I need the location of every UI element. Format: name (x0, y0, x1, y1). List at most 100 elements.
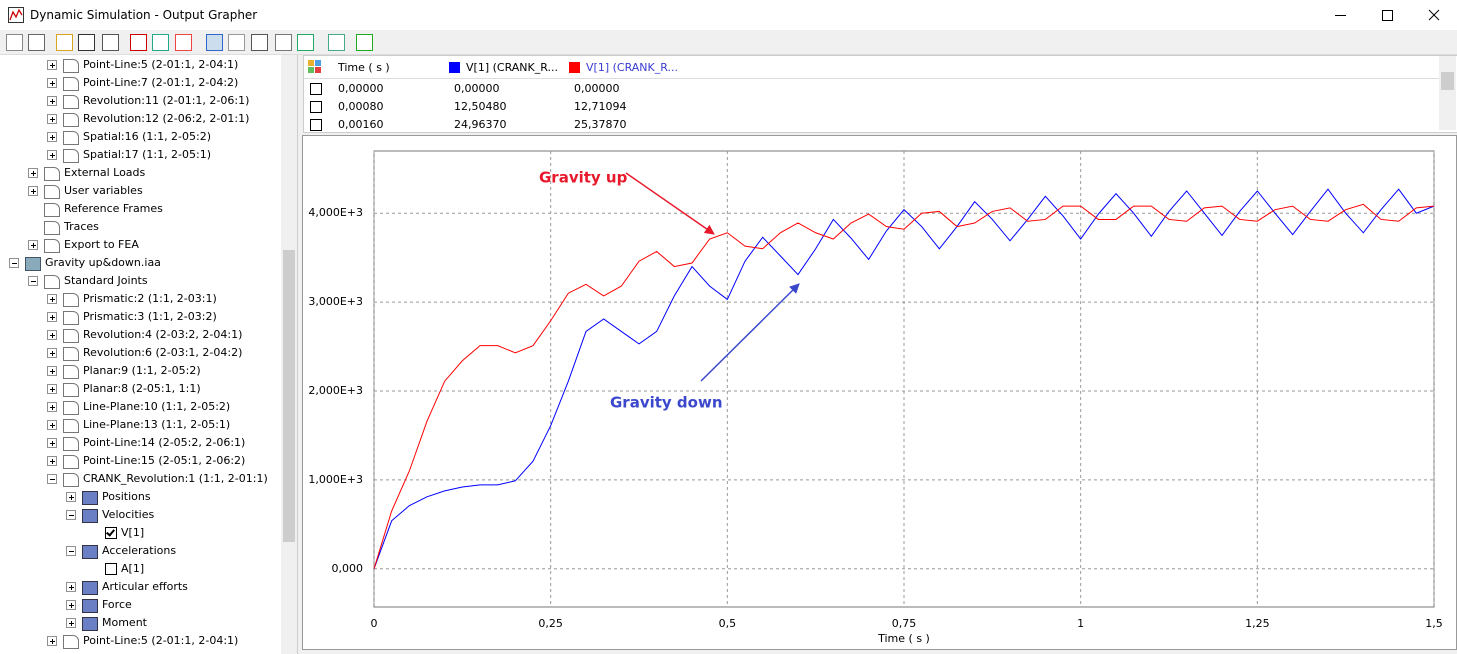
expander[interactable] (47, 312, 57, 322)
toolbar-button[interactable] (78, 34, 95, 51)
tree-item[interactable]: Revolution:12 (2-06:2, 2-01:1) (0, 110, 280, 128)
toolbar-button[interactable] (6, 34, 23, 51)
toolbar-button[interactable] (206, 34, 223, 51)
tree-item[interactable]: Prismatic:2 (1:1, 2-03:1) (0, 290, 280, 308)
tree-item[interactable]: Velocities (0, 506, 280, 524)
expander[interactable] (66, 582, 76, 592)
expander[interactable] (66, 492, 76, 502)
checkbox[interactable] (105, 563, 117, 575)
expander[interactable] (9, 258, 19, 268)
tree-item[interactable]: Export to FEA (0, 236, 280, 254)
tree-item[interactable]: Point-Line:15 (2-05:1, 2-06:2) (0, 452, 280, 470)
tree-item[interactable]: External Loads (0, 164, 280, 182)
tree-label: User variables (64, 184, 143, 197)
tree-item[interactable]: Positions (0, 488, 280, 506)
expander[interactable] (47, 60, 57, 70)
expander[interactable] (47, 366, 57, 376)
close-button[interactable] (1428, 9, 1440, 21)
expander[interactable] (47, 402, 57, 412)
expander[interactable] (47, 456, 57, 466)
expander[interactable] (47, 384, 57, 394)
expander[interactable] (47, 330, 57, 340)
column-header[interactable]: V[1] (CRANK_R... (466, 61, 558, 74)
tree-item[interactable]: Force (0, 596, 280, 614)
toolbar-button[interactable] (356, 34, 373, 51)
toolbar-button[interactable] (56, 34, 73, 51)
tree-item[interactable]: Spatial:16 (1:1, 2-05:2) (0, 128, 280, 146)
tree-item[interactable]: Revolution:4 (2-03:2, 2-04:1) (0, 326, 280, 344)
tree-item[interactable]: Point-Line:5 (2-01:1, 2-04:1) (0, 56, 280, 74)
tree-item[interactable]: V[1] (0, 524, 280, 542)
expander[interactable] (47, 438, 57, 448)
expander[interactable] (66, 618, 76, 628)
tree-item[interactable]: A[1] (0, 560, 280, 578)
expander[interactable] (28, 186, 38, 196)
window-controls[interactable] (1320, 0, 1457, 30)
column-header[interactable]: V[1] (CRANK_R... (586, 61, 678, 74)
tree-item[interactable]: Line-Plane:10 (1:1, 2-05:2) (0, 398, 280, 416)
expander[interactable] (47, 150, 57, 160)
scrollbar[interactable] (1439, 56, 1456, 130)
tree-item[interactable]: Line-Plane:13 (1:1, 2-05:1) (0, 416, 280, 434)
toolbar (0, 30, 1457, 55)
expander[interactable] (47, 132, 57, 142)
tree-item[interactable]: Reference Frames (0, 200, 280, 218)
tree-item[interactable]: Moment (0, 614, 280, 632)
tree-view[interactable]: Point-Line:5 (2-01:1, 2-04:1) Point-Line:… (0, 55, 298, 654)
expander[interactable] (28, 240, 38, 250)
x-axis-label: Time ( s ) (877, 632, 930, 645)
expander[interactable] (47, 294, 57, 304)
expander[interactable] (47, 474, 57, 484)
tree-item[interactable]: Point-Line:14 (2-05:2, 2-06:1) (0, 434, 280, 452)
row-checkbox[interactable] (310, 101, 322, 113)
series-swatch (449, 62, 460, 73)
row-checkbox[interactable] (310, 119, 322, 131)
expander[interactable] (47, 114, 57, 124)
toolbar-button[interactable] (28, 34, 45, 51)
tree-item[interactable]: Accelerations (0, 542, 280, 560)
scroll-thumb[interactable] (283, 250, 295, 542)
expander[interactable] (28, 168, 38, 178)
toolbar-button[interactable] (152, 34, 169, 51)
tree-item[interactable]: Prismatic:3 (1:1, 2-03:2) (0, 308, 280, 326)
expander[interactable] (47, 420, 57, 430)
toolbar-button[interactable] (297, 34, 314, 51)
maximize-button[interactable] (1382, 10, 1393, 21)
toolbar-button[interactable] (175, 34, 192, 51)
tree-item[interactable]: Standard Joints (0, 272, 280, 290)
tree-item[interactable]: Planar:8 (2-05:1, 1:1) (0, 380, 280, 398)
data-line (373, 188, 1435, 569)
column-header[interactable]: Time ( s ) (338, 61, 390, 74)
expander[interactable] (66, 510, 76, 520)
annotation-arrow (700, 283, 800, 382)
expander[interactable] (47, 636, 57, 646)
expander[interactable] (47, 348, 57, 358)
expander[interactable] (66, 600, 76, 610)
toolbar-button[interactable] (228, 34, 245, 51)
tree-item[interactable]: Revolution:6 (2-03:1, 2-04:2) (0, 344, 280, 362)
tree-item[interactable]: CRANK_Revolution:1 (1:1, 2-01:1) (0, 470, 280, 488)
expander-bar (52, 423, 53, 428)
expander[interactable] (28, 276, 38, 286)
toolbar-button[interactable] (275, 34, 292, 51)
expander[interactable] (66, 546, 76, 556)
toolbar-button[interactable] (130, 34, 147, 51)
scroll-thumb[interactable] (1441, 72, 1454, 90)
tree-item[interactable]: User variables (0, 182, 280, 200)
chart-panel: Time ( s ) 0,000 1,000E+3 2,000E+3 3,000E+3… (302, 135, 1457, 650)
tree-item[interactable]: Revolution:11 (2-01:1, 2-06:1) (0, 92, 280, 110)
row-checkbox[interactable] (310, 83, 322, 95)
tree-item[interactable]: Point-Line:7 (2-01:1, 2-04:2) (0, 74, 280, 92)
checkbox[interactable] (105, 527, 117, 539)
toolbar-button[interactable] (102, 34, 119, 51)
tree-item[interactable]: Gravity up&down.iaa (0, 254, 280, 272)
tree-item[interactable]: Articular efforts (0, 578, 280, 596)
expander[interactable] (47, 78, 57, 88)
expander[interactable] (47, 96, 57, 106)
toolbar-button[interactable] (328, 34, 345, 51)
tree-item[interactable]: Planar:9 (1:1, 2-05:2) (0, 362, 280, 380)
tree-item[interactable]: Traces (0, 218, 280, 236)
tree-item[interactable]: Point-Line:5 (2-01:1, 2-04:1) (0, 632, 280, 650)
toolbar-button[interactable] (251, 34, 268, 51)
tree-item[interactable]: Spatial:17 (1:1, 2-05:1) (0, 146, 280, 164)
